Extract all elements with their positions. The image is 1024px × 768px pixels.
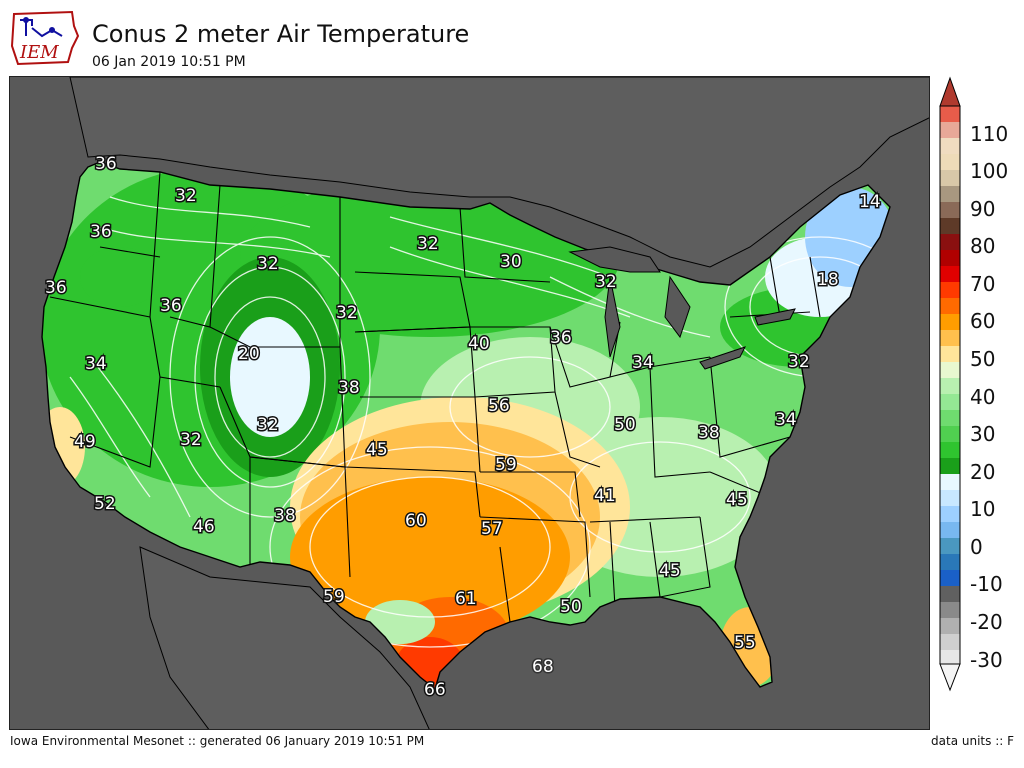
lake-michigan	[604, 276, 621, 358]
colorbar-tick-label: 80	[970, 234, 996, 258]
map-label: 36	[45, 278, 67, 298]
map-label: 32	[257, 254, 279, 274]
map-label: 68	[532, 657, 554, 677]
colorbar-tick-label: 30	[970, 422, 996, 446]
colorbar-tick-label: 50	[970, 347, 996, 371]
page-title: Conus 2 meter Air Temperature	[92, 20, 470, 48]
map-label: 50	[560, 597, 582, 617]
map-label: 32	[180, 430, 202, 450]
map-label: 20	[238, 344, 260, 364]
temperature-colorbar	[938, 76, 962, 692]
map-label: 52	[94, 494, 116, 514]
map-label: 36	[550, 328, 572, 348]
map-label: 30	[500, 252, 522, 272]
lake-superior	[568, 246, 661, 273]
colorbar-tick-label: -10	[970, 572, 1003, 596]
map-label: 32	[595, 272, 617, 292]
map-label: 45	[726, 490, 748, 510]
colorbar-tick-label: 20	[970, 460, 996, 484]
map-label: 61	[455, 589, 477, 609]
map-label: 32	[175, 186, 197, 206]
colorbar-tick-label: -20	[970, 610, 1003, 634]
map-label: 66	[424, 680, 446, 700]
colorbar-tick-label: 10	[970, 497, 996, 521]
temperature-map: 36 32 36 36 36 32 32 30 32 14 18 20 32 4…	[9, 76, 930, 730]
map-label: 34	[632, 353, 654, 373]
map-label: 60	[405, 511, 427, 531]
temperature-value-labels: 36 32 36 36 36 32 32 30 32 14 18 20 32 4…	[44, 153, 883, 702]
colorbar-tick-label: 60	[970, 309, 996, 333]
map-label: 57	[481, 519, 503, 539]
canada-land	[69, 77, 929, 268]
map-label: 36	[90, 222, 112, 242]
mexico-land	[139, 546, 430, 729]
colorbar-tick-label: 100	[970, 159, 1009, 183]
map-label: 36	[160, 296, 182, 316]
footer-credit: Iowa Environmental Mesonet :: generated …	[10, 734, 425, 748]
map-label: 45	[366, 440, 388, 460]
state-borders	[49, 171, 841, 623]
lake-erie	[699, 346, 746, 370]
map-label: 32	[257, 415, 279, 435]
map-label: 40	[468, 334, 490, 354]
map-label: 32	[417, 234, 439, 254]
colorbar-tick-label: 90	[970, 197, 996, 221]
map-label: 32	[336, 303, 358, 323]
map-label: 38	[274, 506, 296, 526]
map-label: 45	[659, 561, 681, 581]
map-label: 36	[95, 154, 117, 174]
colorbar-tick-label: -30	[970, 648, 1003, 672]
lake-ontario	[754, 308, 796, 326]
map-label: 41	[594, 486, 616, 506]
map-label: 55	[734, 633, 756, 653]
map-label: 32	[788, 352, 810, 372]
map-label: 46	[193, 517, 215, 537]
footer-units: data units :: F	[931, 734, 1014, 748]
iem-logo: IEM	[8, 6, 80, 70]
map-label: 34	[85, 354, 107, 374]
map-label: 34	[775, 410, 797, 430]
map-label: 59	[323, 587, 345, 607]
map-label: 59	[495, 455, 517, 475]
map-label: 38	[338, 378, 360, 398]
temperature-fill	[42, 162, 890, 689]
colorbar-tick-label: 70	[970, 272, 996, 296]
map-label: 50	[614, 415, 636, 435]
lake-huron	[664, 275, 691, 339]
map-label: 49	[74, 432, 96, 452]
map-label: 38	[698, 423, 720, 443]
map-label: 14	[859, 192, 881, 212]
colorbar-tick-label: 40	[970, 385, 996, 409]
map-label: 56	[488, 396, 510, 416]
colorbar-tick-label: 110	[970, 122, 1009, 146]
page-subtitle: 06 Jan 2019 10:51 PM	[92, 54, 246, 70]
logo-text: IEM	[19, 42, 59, 63]
colorbar-tick-label: 0	[970, 535, 983, 559]
map-label: 18	[817, 270, 839, 290]
